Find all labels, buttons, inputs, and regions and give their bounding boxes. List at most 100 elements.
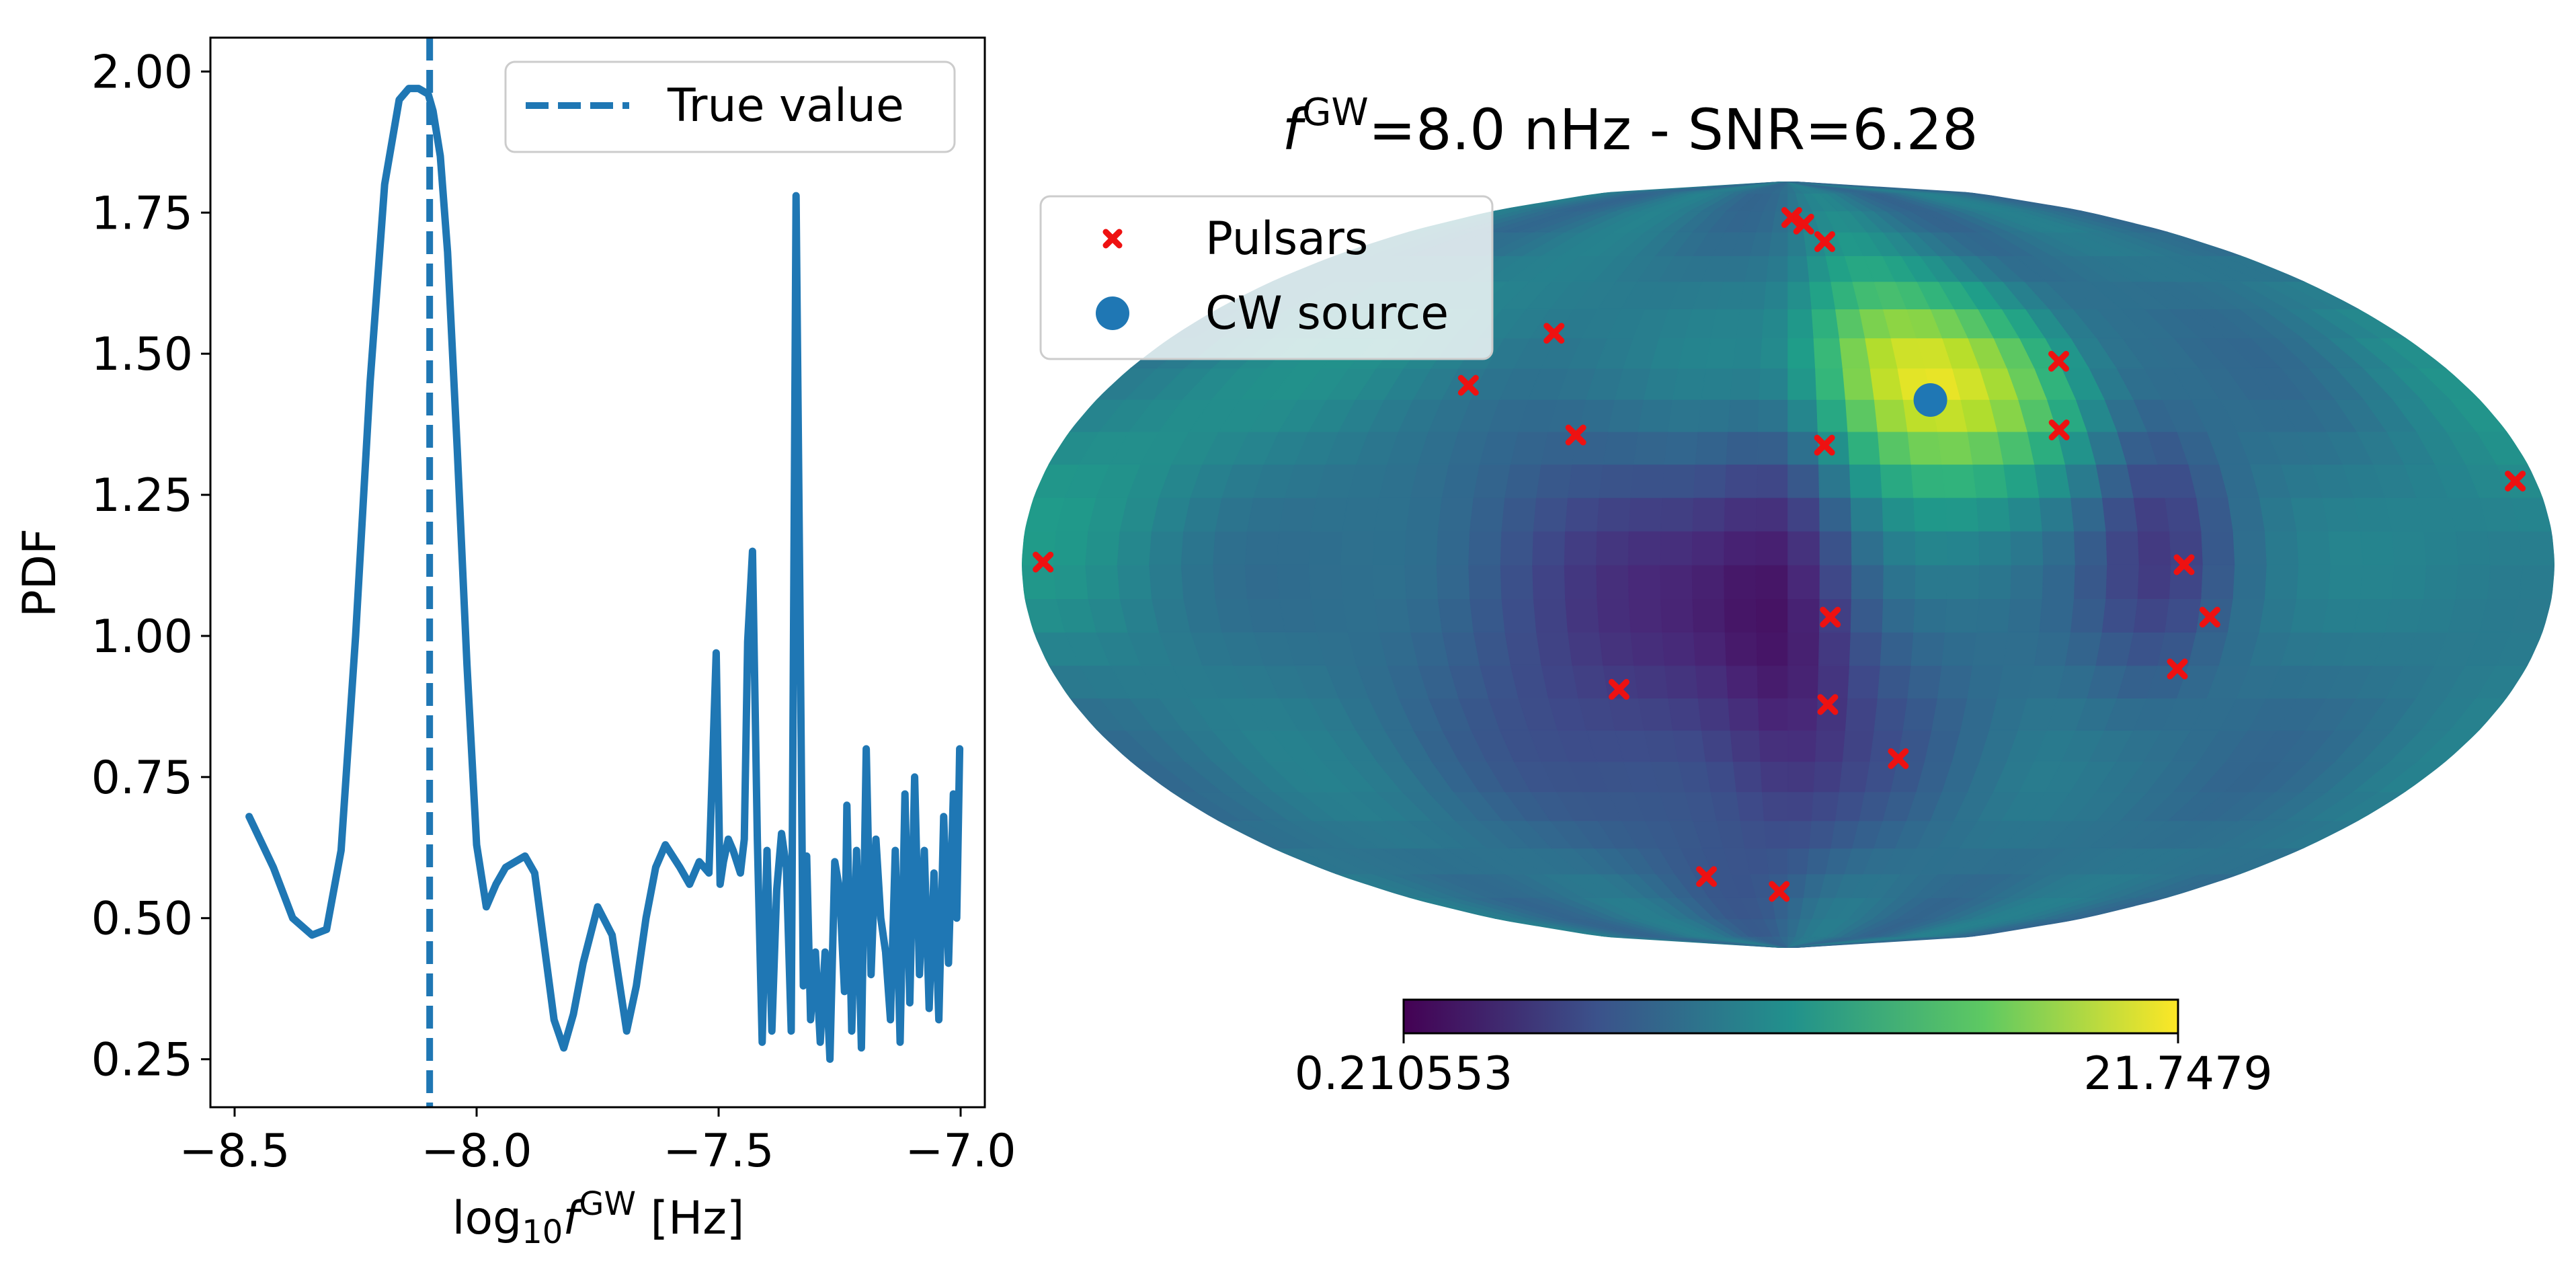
heatmap-cell [1638, 399, 1674, 432]
heatmap-cell [2133, 497, 2171, 532]
heatmap-cell [1787, 497, 1821, 532]
heatmap-cell [1883, 530, 1917, 565]
sky-map-title: fGW=8.0 nHz - SNR=6.28 [1282, 91, 1978, 163]
heatmap-cell [1761, 791, 1789, 822]
pulsar-marker [1814, 434, 1835, 456]
pulsar-marker [1033, 551, 1054, 573]
y-tick-label: 2.00 [91, 46, 193, 99]
heatmap-cell [1937, 430, 1974, 465]
heatmap-cell [2003, 631, 2040, 666]
heatmap-cell [1787, 308, 1815, 339]
y-axis-label: PDF [13, 528, 67, 617]
heatmap-cell [1756, 463, 1789, 498]
heatmap-cell [1978, 564, 2013, 599]
heatmap-cell [1756, 631, 1789, 666]
heatmap-cell [1372, 530, 1407, 565]
heatmap-cell [1941, 463, 1978, 498]
pdf-series-group [245, 85, 964, 1064]
y-tick-label: 0.75 [91, 752, 193, 805]
heatmap-cell [1630, 631, 1666, 666]
heatmap-cell [1730, 729, 1761, 762]
heatmap-cell [1660, 530, 1693, 565]
colorbar: 0.210553 21.7479 [1295, 998, 2273, 1101]
heatmap-cell [1849, 463, 1884, 498]
colorbar-gradient [1402, 998, 2179, 1035]
heatmap-cell [2070, 497, 2107, 532]
line-legend-box [504, 61, 956, 153]
heatmap-cell [1662, 631, 1697, 666]
heatmap-cell [1695, 430, 1729, 465]
colorbar-min-label: 0.210553 [1295, 1047, 1513, 1101]
pulsar-marker [1457, 374, 1479, 396]
heatmap-cell [1763, 819, 1789, 849]
heatmap-cell [1340, 530, 1375, 565]
heatmap-cell [1910, 631, 1946, 666]
heatmap-cell [1473, 463, 1512, 498]
heatmap-cell [1818, 631, 1852, 666]
heatmap-cell [1760, 760, 1789, 793]
heatmap-cell [2227, 598, 2266, 633]
heatmap-cell [1660, 497, 1695, 532]
heatmap-cell [1053, 564, 1089, 599]
heatmap-cell [2227, 497, 2266, 532]
heatmap-cell [1468, 530, 1502, 565]
heatmap-cell [1660, 598, 1695, 633]
pulsar-marker [1565, 424, 1586, 446]
heatmap-cell [1724, 530, 1757, 565]
heatmap-cell [1787, 182, 1976, 194]
heatmap-cell [2034, 631, 2072, 666]
pulsar-markers [1033, 207, 2526, 902]
heatmap-cell [1850, 497, 1884, 532]
heatmap-cell [1310, 598, 1349, 633]
heatmap-cell [1787, 598, 1821, 633]
heatmap-cell [1915, 564, 1949, 599]
heatmap-cell [1937, 664, 1974, 699]
heatmap-cell [1726, 664, 1759, 699]
heatmap-cell [1946, 564, 1980, 599]
heatmap-cell [1668, 697, 1703, 731]
pdf-chart: −8.5 −8.0 −7.5 −7.0 0.25 0.50 0.75 1.00 1.25 1.50… [13, 36, 1016, 1251]
heatmap-cell [1759, 729, 1789, 762]
heatmap-cell [1819, 497, 1853, 532]
heatmap-cell [1787, 367, 1818, 400]
colorbar-max-label: 21.7479 [2083, 1047, 2272, 1101]
heatmap-cell [1945, 497, 1980, 532]
heatmap-cell [1787, 280, 1813, 310]
heatmap-cell [1705, 760, 1738, 793]
heatmap-cell [2201, 530, 2236, 565]
heatmap-cell [2196, 497, 2235, 532]
heatmap-cell [1342, 598, 1380, 633]
heatmap-cell [1755, 497, 1789, 532]
heatmap-cell [1053, 530, 1089, 565]
heatmap-cell [1279, 598, 1318, 633]
pulsar-marker [2048, 419, 2070, 441]
heatmap-cell [1406, 598, 1443, 633]
pulsar-marker [1781, 207, 1802, 229]
heatmap-cell [1564, 530, 1598, 565]
sky-legend: Pulsars CW source [1039, 195, 1494, 360]
cw-source-marker-group [1913, 383, 1947, 417]
heatmap-cell [1597, 497, 1632, 532]
heatmap-cell [1732, 337, 1763, 369]
heatmap-cell [1851, 564, 1885, 599]
heatmap-cell [1815, 367, 1847, 400]
heatmap-cell [1628, 598, 1663, 633]
pulsar-marker [1793, 213, 1814, 235]
heatmap-cell [1473, 631, 1512, 666]
heatmap-cell [2264, 564, 2300, 599]
pulsar-marker [2048, 350, 2070, 372]
heatmap-cell [2010, 564, 2044, 599]
sky-legend-box [1039, 195, 1494, 360]
heatmap-cell [1915, 530, 1949, 565]
x-tick-label: −8.5 [179, 1125, 290, 1178]
sky-heatmap [1022, 182, 2554, 948]
heatmap-cell [1691, 530, 1726, 565]
legend-true-value-label: True value [667, 79, 904, 132]
heatmap-cell [1819, 530, 1853, 565]
heatmap-cell [1972, 631, 2009, 666]
heatmap-cell [2003, 463, 2040, 498]
pulsar-marker [1820, 606, 1841, 628]
heatmap-cell [1910, 463, 1946, 498]
heatmap-cell [1978, 530, 2013, 565]
